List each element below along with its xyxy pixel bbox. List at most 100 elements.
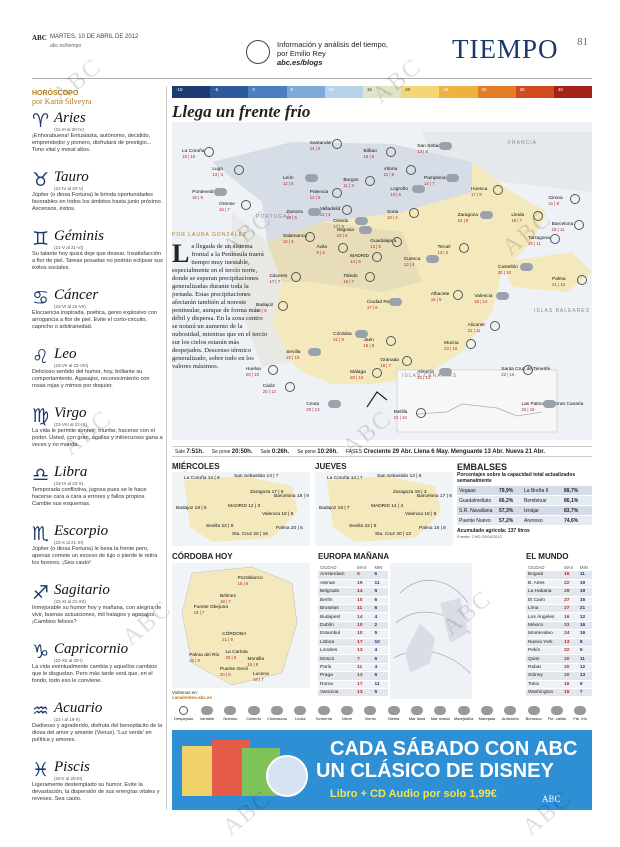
city-temp: 14 | 9 (309, 145, 321, 151)
forecast-city: Valencia 18 | 8 (405, 512, 437, 517)
scale-band (324, 86, 363, 98)
legend-label: Lluvia (295, 716, 306, 721)
city-name: Granada (380, 358, 399, 364)
sun-moon-item: Se pone 10:26h. (297, 449, 338, 455)
sun-moon-item: Sale 0:26h. (260, 449, 289, 455)
paper-name: ABC (32, 34, 47, 42)
zodiac-icon: ♊ (32, 228, 50, 250)
city-name: Vitoria (383, 166, 398, 172)
table-header: MAX (564, 564, 574, 570)
legend-label: Marejada (478, 716, 496, 721)
city-name: Lleida (511, 213, 525, 219)
map-city: Soria 10 | 2 (387, 210, 398, 220)
sun-moon-label: Se pone (297, 448, 316, 455)
reservoir-cell: 66,2% (499, 497, 514, 504)
city-name: Jaén (363, 337, 374, 343)
zodiac-icon: ♏ (32, 523, 50, 545)
table-cell: 17 (355, 680, 373, 689)
city-temp: 20 | 12 (350, 374, 364, 380)
table-cell: Moscú (318, 654, 356, 664)
site-url[interactable]: abc.es/tiempo (50, 43, 82, 49)
city-temp: 22 | 13 (417, 374, 431, 380)
table-cell: Estambul (318, 629, 356, 639)
reservoir-cell: La Breña II (524, 487, 549, 494)
blog-url[interactable]: abc.es/blogs (277, 58, 323, 67)
map-city: Sevilla 22 | 10 (286, 350, 300, 360)
sun-icon (331, 138, 342, 149)
map-city: Pontevedra 16 | 9 (192, 190, 217, 200)
city-name: Huesca (471, 187, 488, 193)
place-name: La Carlota (225, 650, 248, 656)
table-cell: El Cairo (526, 596, 563, 606)
scale-label: 10 (328, 87, 334, 92)
sun-moon-item: FASES Creciente 29 Abr. Llena 6 May. Men… (346, 449, 545, 455)
zodiac-icon: ♐ (32, 582, 50, 604)
forecast-city: Valencia 19 | 8 (262, 512, 294, 517)
reservoir-cell: 83,7% (564, 507, 579, 514)
zodiac-icon: ♎ (32, 464, 50, 486)
cloud-icon (308, 208, 322, 217)
city-temp: 13 | 4 (403, 261, 415, 267)
table-cell: 6 (372, 604, 388, 614)
country-france: FRANCIA (508, 140, 537, 146)
map-city: Melilla 21 | 14 (394, 410, 408, 420)
sun-icon (459, 243, 470, 254)
forecast-city: Badajoz 19 | 7 (319, 506, 350, 511)
cloud-icon (214, 188, 228, 196)
cloud-icon (355, 330, 369, 339)
zodiac-icon: ♑ (32, 641, 50, 663)
forecast-city: Badajoz 19 | 6 (176, 506, 207, 511)
table-cell: Budapest (318, 612, 356, 622)
sun-icon (365, 272, 376, 283)
city-temp: 21 | 11 (467, 328, 481, 334)
forecast-wednesday-title: MIÉRCOLES (172, 462, 220, 471)
column-divider (166, 86, 167, 810)
city-temp: 19 | 11 (551, 226, 565, 232)
weather-symbol-icon (504, 706, 517, 715)
map-city: Huelva 20 | 10 (246, 367, 261, 377)
city-name: Bilbao (363, 149, 377, 155)
forecast-city: Zaragoza 18 | 3 (393, 490, 427, 495)
cordoba-footer-url[interactable]: canalmeteo.abc.es (172, 695, 213, 700)
sign-text: Ligeramente destemplado su humor. Evite … (32, 782, 160, 802)
table-cell: 20 (562, 654, 578, 664)
table-cell: 15 (562, 688, 578, 698)
zodiac-icon: ♈ (32, 110, 50, 132)
map-city: La Coruña 15 | 10 (182, 149, 204, 159)
europe-table: CIUDAD MAX MIN Ámsterdam 5 6 Atenas 19 11 Belgrad… (318, 563, 388, 698)
scale-band (362, 86, 402, 98)
city-name: Palma (552, 277, 566, 282)
table-cell: Pekín (526, 646, 563, 656)
sun-icon (523, 364, 534, 375)
temperature-scale (172, 86, 593, 98)
islands-baleares: ISLAS BALEARES (534, 308, 590, 314)
table-row: Lima 27 21 (526, 604, 592, 614)
sign-name: Tauro (54, 169, 89, 185)
horoscope-sign: ♒ Acuario (21-I al 19-II) Dadivoso y agrade… (32, 700, 164, 756)
table-cell: 5 (372, 688, 388, 698)
map-city: Jaén 18 | 8 (364, 338, 375, 348)
sun-icon (415, 408, 426, 419)
table-row: Bruselas 11 6 (318, 604, 388, 614)
disney-ad[interactable]: CADA SÁBADO CON ABC UN CLÁSICO DE DISNEY… (172, 730, 592, 810)
legend-item: Viento (359, 706, 382, 728)
sun-icon (241, 199, 252, 210)
sign-name: Sagitario (54, 582, 110, 598)
table-row: Budapest 14 4 (318, 612, 388, 622)
table-cell: 10 (355, 621, 373, 631)
horoscope-sign: ♎ Libra (23-IX al 22-X) Temporada conflicti… (32, 464, 164, 520)
legend-label: Borrasca (525, 716, 542, 721)
legend-label: Nuboso (223, 716, 238, 721)
sign-name: Cáncer (54, 287, 99, 303)
map-city: Palma 21 | 10 (552, 277, 566, 287)
legend-item: Nuboso (219, 706, 242, 728)
city-temp: 13 | 4 (212, 171, 223, 177)
table-cell: 27 (562, 596, 578, 606)
forecast-city: Zaragoza 17 | 6 (250, 490, 284, 495)
legend-item: Marejadilla (452, 706, 475, 728)
table-row: Montevideo 24 16 (526, 629, 592, 639)
sign-text: La vida eventualmente cambia y aquellos … (32, 664, 157, 684)
table-row: Roma 17 11 (318, 680, 388, 689)
city-temp: 12 | 4 (319, 212, 331, 218)
